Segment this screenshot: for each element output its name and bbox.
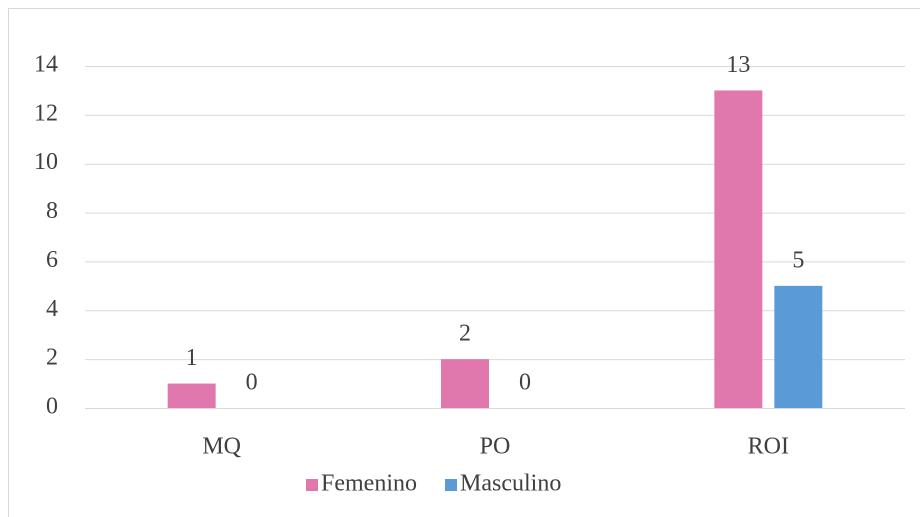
y-tick-label: 8 <box>46 198 58 224</box>
bar <box>441 359 489 408</box>
legend-swatch <box>445 479 457 491</box>
legend-label: Femenino <box>321 471 417 497</box>
data-label: 2 <box>459 321 471 347</box>
y-tick-label: 6 <box>46 247 58 273</box>
bar <box>714 90 763 408</box>
y-tick-label: 2 <box>46 345 58 371</box>
data-label: 0 <box>246 370 258 396</box>
data-label: 1 <box>186 345 198 371</box>
legend-swatch <box>306 479 318 491</box>
data-label: 5 <box>792 247 804 273</box>
chart-border <box>8 8 920 517</box>
data-label: 0 <box>519 370 531 396</box>
y-tick-label: 4 <box>46 296 58 322</box>
y-tick-label: 0 <box>46 394 58 420</box>
y-tick-label: 14 <box>34 52 58 78</box>
bar <box>774 285 823 408</box>
x-tick-label: PO <box>480 434 511 460</box>
bar <box>167 383 216 408</box>
x-tick-label: ROI <box>748 434 789 460</box>
legend-label: Masculino <box>460 471 561 497</box>
y-tick-label: 12 <box>34 100 58 126</box>
x-tick-label: MQ <box>202 434 241 460</box>
data-label: 13 <box>726 52 750 78</box>
y-tick-label: 10 <box>34 149 58 175</box>
